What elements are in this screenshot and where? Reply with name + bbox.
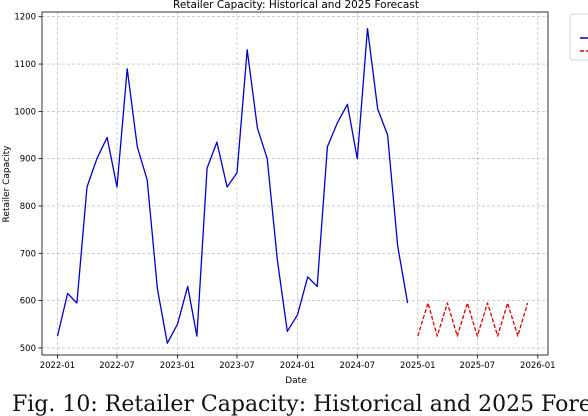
y-axis-label: Retailer Capacity [2, 145, 12, 223]
x-axis-label: Date [285, 376, 307, 386]
x-tick-label: 2024-01 [280, 361, 316, 371]
x-tick-label: 2026-01 [520, 361, 556, 371]
y-tick-label: 700 [20, 249, 36, 259]
legend-box [569, 13, 588, 61]
x-tick-label: 2023-07 [219, 361, 255, 371]
x-tick-label: 2022-01 [40, 361, 76, 371]
plot-frame [41, 11, 549, 356]
y-tick-label: 1000 [14, 107, 36, 117]
legend [569, 13, 588, 61]
x-tick-label: 2025-07 [460, 361, 496, 371]
y-tick-label: 600 [20, 297, 36, 307]
grid-lines [42, 12, 548, 355]
y-tick-label: 900 [20, 155, 36, 165]
series-layer [56, 27, 529, 344]
y-tick-label: 800 [20, 202, 36, 212]
x-tick-label: 2025-01 [400, 361, 436, 371]
historical-series-line [56, 27, 409, 344]
x-tick-label: 2023-01 [160, 361, 196, 371]
x-tick-label: 2022-07 [99, 361, 135, 371]
axis-ticks: 2022-01 2022-07 2023-01 2023-07 2024-01 2024-… [14, 13, 555, 371]
y-tick-label: 1200 [14, 13, 36, 23]
forecast-series-line [417, 302, 529, 337]
y-tick-label: 1100 [14, 60, 36, 70]
chart-title: Retailer Capacity: Historical and 2025 F… [173, 0, 419, 11]
x-tick-label: 2024-07 [340, 361, 376, 371]
y-tick-label: 500 [20, 344, 36, 354]
figure-caption: Fig. 10: Retailer Capacity: Historical a… [12, 393, 588, 416]
